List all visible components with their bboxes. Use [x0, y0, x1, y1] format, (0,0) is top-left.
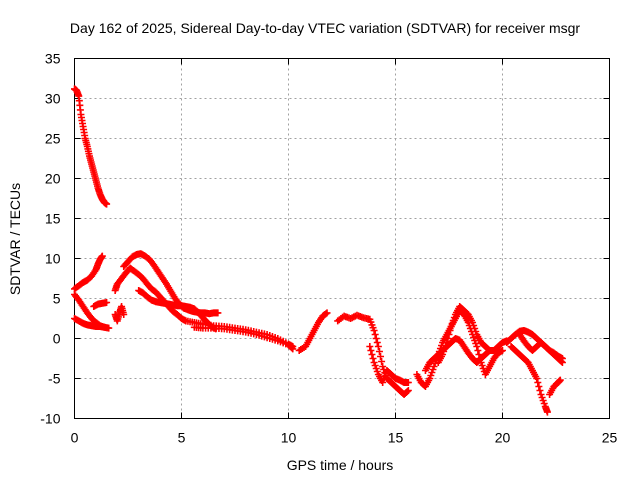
data-point [373, 339, 381, 346]
data-point [446, 327, 454, 334]
data-point [120, 311, 128, 318]
data-point [289, 345, 297, 353]
data-point [403, 388, 411, 395]
data-point [322, 310, 330, 318]
data-point [558, 355, 566, 362]
x-tick-label: 5 [178, 430, 186, 446]
data-point [374, 343, 382, 350]
series-track-k [190, 323, 297, 353]
data-point [103, 200, 111, 208]
data-point [404, 379, 412, 386]
x-tick-label: 10 [281, 430, 297, 446]
data-point [375, 348, 383, 355]
series-track-l [295, 309, 331, 354]
data-point [368, 351, 376, 358]
data-point [445, 331, 453, 338]
data-point [535, 383, 543, 390]
data-point [372, 335, 380, 342]
axis-layer: 0 5 10 15 20 25 -10 -5 0 5 10 15 20 25 30 35 [40, 51, 617, 446]
y-tick-label: 25 [45, 131, 61, 147]
data-point [288, 344, 296, 352]
data-point [499, 347, 506, 354]
y-tick-label: 35 [45, 51, 61, 67]
y-tick-label: 0 [53, 331, 61, 347]
series-track-m [334, 311, 412, 398]
data-point [371, 331, 379, 338]
series-track-t [516, 331, 566, 362]
data-point [214, 309, 222, 317]
data-point [473, 343, 481, 350]
data-point [370, 327, 378, 334]
data-point [474, 347, 482, 354]
series-track-a [71, 85, 111, 208]
marks-layer [71, 85, 566, 416]
series-track-b [71, 252, 106, 293]
chart-title: Day 162 of 2025, Sidereal Day-to-day VTE… [70, 20, 580, 36]
x-axis-label: GPS time / hours [287, 457, 394, 473]
data-point [100, 323, 108, 331]
series-track-q [434, 303, 511, 366]
y-axis-label: SDTVAR / TECUs [7, 183, 23, 295]
data-point [103, 299, 111, 306]
data-point [404, 387, 412, 394]
data-point [366, 343, 374, 350]
data-point [536, 387, 544, 394]
series-track-u [546, 376, 564, 398]
y-tick-label: 15 [45, 211, 61, 227]
x-tick-label: 15 [388, 430, 404, 446]
data-point [556, 376, 564, 384]
y-tick-label: -10 [40, 411, 60, 427]
data-point [369, 355, 377, 362]
data-point [98, 252, 106, 260]
series-track-n [366, 343, 412, 386]
data-point [105, 324, 113, 332]
data-point [377, 353, 385, 360]
y-tick-label: 10 [45, 251, 61, 267]
data-point [444, 335, 452, 342]
series-track-j [182, 317, 297, 350]
y-tick-label: 20 [45, 171, 61, 187]
data-point [543, 408, 551, 416]
data-point [378, 358, 386, 365]
y-tick-label: 30 [45, 91, 61, 107]
series-track-e [90, 299, 111, 310]
series-track-d [71, 315, 108, 331]
series-track-s [507, 343, 551, 416]
x-tick-label: 20 [495, 430, 511, 446]
data-point [533, 375, 541, 382]
x-tick-label: 0 [71, 430, 79, 446]
x-tick-label: 25 [602, 430, 618, 446]
data-point [323, 309, 331, 317]
data-point [367, 347, 375, 354]
series-track-f [111, 303, 128, 325]
data-point [534, 379, 542, 386]
plot-frame [74, 58, 610, 419]
data-point [443, 339, 451, 346]
y-tick-label: 5 [53, 291, 61, 307]
y-tick-label: -5 [48, 371, 61, 387]
